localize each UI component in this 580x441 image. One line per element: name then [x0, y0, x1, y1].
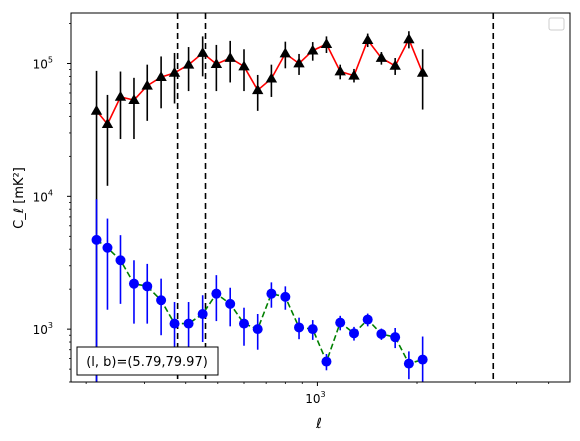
triangle-marker: [128, 94, 140, 104]
circle-marker: [321, 356, 332, 367]
triangle-marker: [279, 47, 291, 58]
annotation-box: [76, 346, 219, 376]
triangle-marker: [348, 69, 360, 80]
triangle-marker: [389, 59, 401, 70]
circle-marker: [252, 324, 263, 335]
triangle-marker: [224, 52, 236, 62]
triangle-marker: [416, 66, 429, 77]
circle-marker: [239, 318, 250, 329]
legend-box: [548, 17, 565, 31]
circle-marker: [348, 328, 359, 339]
circle-marker: [362, 314, 373, 325]
triangle-marker: [403, 33, 415, 44]
circle-marker: [169, 318, 180, 329]
circle-marker: [335, 317, 346, 328]
circle-marker: [403, 358, 414, 369]
triangle-marker: [210, 58, 223, 68]
triangle-marker: [197, 47, 209, 57]
y-axis-label: C_ℓ [mK²]: [12, 167, 27, 229]
triangle-marker: [252, 84, 264, 95]
circle-marker: [225, 298, 236, 309]
circle-marker: [280, 291, 291, 302]
circle-marker: [417, 354, 428, 365]
circle-marker: [307, 324, 318, 335]
circle-marker: [294, 322, 305, 333]
circle-marker: [128, 278, 139, 289]
triangle-marker: [168, 66, 181, 77]
triangle-marker: [90, 104, 103, 115]
triangle-marker: [114, 90, 127, 101]
triangle-marker: [155, 71, 167, 81]
circle-marker: [197, 309, 208, 320]
circle-marker: [115, 255, 126, 266]
circle-marker: [211, 288, 222, 299]
triangle-marker: [375, 52, 388, 62]
circle-marker: [390, 332, 401, 343]
triangle-marker: [320, 38, 333, 48]
circle-marker: [91, 234, 102, 245]
axes-frame: [70, 12, 571, 383]
triangle-marker: [293, 57, 305, 68]
annotation-text: (l, b)=(5.79,79.97): [86, 355, 208, 370]
circle-marker: [102, 242, 113, 253]
triangle-marker: [182, 58, 195, 69]
triangle-marker: [334, 65, 346, 76]
plot-area: [90, 13, 495, 382]
x-tick-label: 103: [305, 390, 325, 406]
circle-marker: [183, 318, 194, 329]
triangle-marker: [101, 118, 114, 128]
circle-marker: [142, 281, 153, 292]
circle-marker: [376, 328, 387, 339]
triangle-marker: [238, 60, 250, 71]
triangle-marker: [362, 34, 374, 44]
x-axis-label: ℓ: [315, 416, 322, 432]
circle-marker: [266, 288, 277, 299]
circle-marker: [156, 295, 167, 306]
triangle-marker: [307, 44, 319, 55]
triangle-marker: [265, 72, 278, 83]
triangle-marker: [141, 79, 153, 90]
